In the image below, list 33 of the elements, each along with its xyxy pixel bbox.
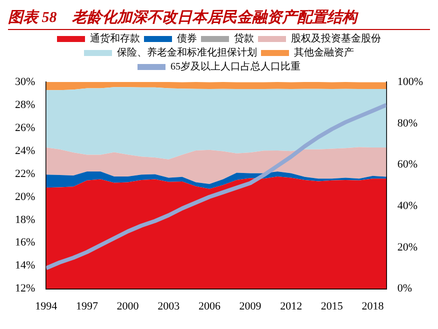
x-tick-label: 2006 — [198, 300, 221, 312]
y-tick-label: 18% — [14, 214, 36, 226]
legend-label: 65岁及以上人口占总人口比重 — [170, 60, 300, 73]
y2-tick-label: 0% — [397, 282, 412, 295]
y-tick-label: 14% — [14, 260, 36, 272]
y-tick-label: 28% — [14, 98, 36, 111]
legend-label: 通货和存款 — [90, 32, 140, 45]
y2-tick-label: 100% — [397, 76, 424, 88]
x-tick-label: 2003 — [158, 300, 180, 312]
y2-tick-label: 40% — [397, 200, 418, 212]
x-tick-label: 1994 — [35, 300, 58, 312]
y2-tick-label: 60% — [397, 158, 418, 171]
legend-label: 股权及投资基金股份 — [291, 32, 381, 45]
y-tick-label: 22% — [14, 168, 36, 180]
x-tick-label: 2009 — [239, 300, 262, 312]
y2-tick-label: 20% — [397, 241, 418, 254]
y-tick-label: 16% — [14, 236, 36, 249]
x-tick-label: 2018 — [362, 300, 384, 312]
x-tick-label: 2000 — [116, 300, 140, 312]
y-tick-label: 30% — [14, 76, 36, 88]
y-tick-label: 20% — [14, 190, 36, 203]
x-tick-label: 2012 — [280, 300, 302, 312]
legend-label: 债券 — [177, 32, 197, 45]
x-tick-label: 2015 — [320, 300, 344, 312]
legend-label: 保险、养老金和标准化担保计划 — [117, 46, 257, 59]
y-tick-label: 12% — [14, 282, 36, 295]
legend-label: 贷款 — [234, 32, 254, 45]
x-tick-label: 1997 — [76, 300, 98, 312]
legend-label: 其他金融资产 — [294, 46, 354, 59]
chart-title: 图表 58 老龄化加深不改日本居民金融资产配置结构 — [8, 8, 430, 30]
y-tick-label: 26% — [14, 122, 36, 134]
y-tick-label: 24% — [14, 144, 36, 157]
y2-tick-label: 80% — [397, 117, 418, 130]
